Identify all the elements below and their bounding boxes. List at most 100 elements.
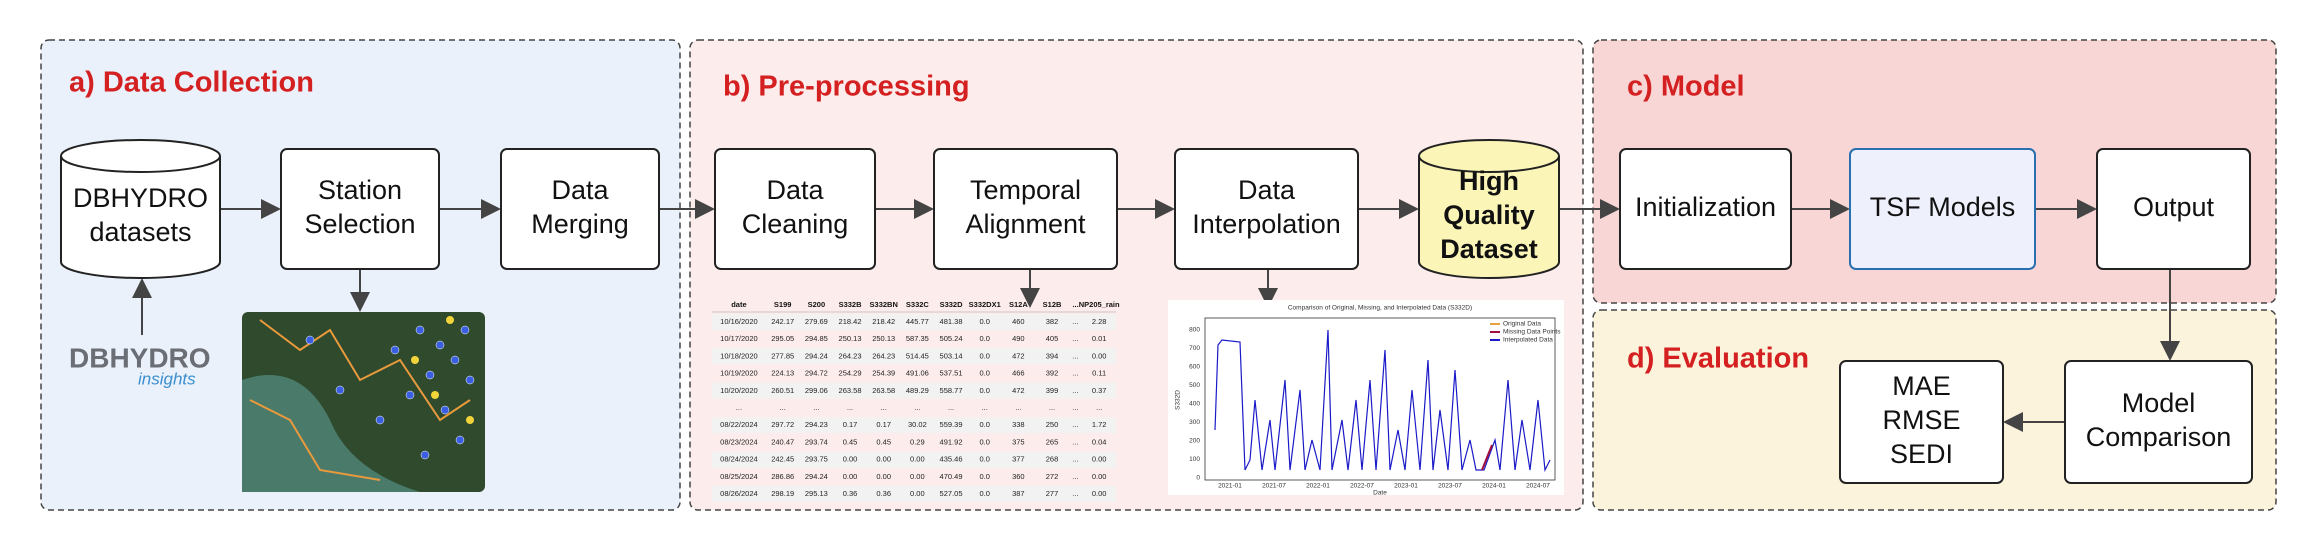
table-cell: 08/24/2024 xyxy=(720,455,758,464)
table-cell: 491.92 xyxy=(940,437,963,446)
y-tick-label: 100 xyxy=(1189,456,1200,463)
table-header: S332C xyxy=(906,300,930,309)
x-tick-label: 2023-01 xyxy=(1394,483,1418,490)
node xyxy=(2064,360,2253,484)
table-cell: 294.24 xyxy=(805,472,828,481)
table-cell: 360 xyxy=(1012,472,1025,481)
table-cell: 0.0 xyxy=(979,472,989,481)
node-label: Merging xyxy=(531,209,629,239)
table-cell: ... xyxy=(1072,369,1078,378)
table-cell: ... xyxy=(1072,386,1078,395)
table-cell: 277.85 xyxy=(771,351,794,360)
table-cell: ... xyxy=(780,403,786,412)
table-header: S332BN xyxy=(870,300,898,309)
table-cell: 08/22/2024 xyxy=(720,420,758,429)
table-cell: 0.17 xyxy=(876,420,891,429)
table-cell: 0.00 xyxy=(1092,472,1107,481)
table-cell: 472 xyxy=(1012,386,1025,395)
node-label: Model xyxy=(2122,388,2196,418)
table-cell: 1.72 xyxy=(1092,420,1107,429)
node xyxy=(2096,148,2251,270)
table-cell: 0.0 xyxy=(979,489,989,498)
table-cell: 0.00 xyxy=(1092,455,1107,464)
table-cell: 08/25/2024 xyxy=(720,472,758,481)
node-rim xyxy=(1418,155,1560,173)
x-tick-label: 2022-07 xyxy=(1350,483,1374,490)
table-cell: 10/17/2020 xyxy=(720,334,758,343)
table-cell: 0.0 xyxy=(979,369,989,378)
table-cell: 242.17 xyxy=(771,317,794,326)
table-cell: 260.51 xyxy=(771,386,794,395)
table-cell: 294.85 xyxy=(805,334,828,343)
node-label: TSF Models xyxy=(1870,192,2016,222)
table-cell: 0.00 xyxy=(843,455,858,464)
y-tick-label: 200 xyxy=(1189,438,1200,445)
table-cell: ... xyxy=(1072,334,1078,343)
table-cell: 299.06 xyxy=(805,386,828,395)
panel-title: c) Model xyxy=(1627,71,1745,103)
y-tick-label: 400 xyxy=(1189,401,1200,408)
table-cell: ... xyxy=(813,403,819,412)
table-cell: 0.0 xyxy=(979,455,989,464)
y-axis-label: S332D xyxy=(1175,390,1182,410)
table-cell: 470.49 xyxy=(940,472,963,481)
node-label: Temporal xyxy=(970,175,1081,205)
table-cell: ... xyxy=(1015,403,1021,412)
table-cell: 218.42 xyxy=(872,317,895,326)
table-cell: 242.45 xyxy=(771,455,794,464)
table-cell: 294.72 xyxy=(805,369,828,378)
legend-label: Original Data xyxy=(1503,321,1541,328)
table-cell: 0.00 xyxy=(843,472,858,481)
table-cell: 405 xyxy=(1046,334,1059,343)
node-label: Quality xyxy=(1443,200,1535,230)
table-cell: ... xyxy=(1072,437,1078,446)
table-cell: 0.0 xyxy=(979,420,989,429)
table-cell: 375 xyxy=(1012,437,1025,446)
table-stripe xyxy=(712,486,1116,502)
x-tick-label: 2021-07 xyxy=(1262,483,1286,490)
table-cell: 0.04 xyxy=(1092,437,1107,446)
table-cell: 0.00 xyxy=(876,455,891,464)
table-cell: 0.0 xyxy=(979,317,989,326)
table-cell: 286.86 xyxy=(771,472,794,481)
table-cell: 10/18/2020 xyxy=(720,351,758,360)
table-cell: ... xyxy=(1072,455,1078,464)
table-cell: 481.38 xyxy=(940,317,963,326)
table-cell: ... xyxy=(914,403,920,412)
panel-title: d) Evaluation xyxy=(1627,343,1809,375)
node-label: Data xyxy=(551,175,609,205)
table-cell: 0.36 xyxy=(876,489,891,498)
table-cell: 0.0 xyxy=(979,386,989,395)
logo-main: DBHYDRO xyxy=(69,342,211,373)
table-cell: ... xyxy=(881,403,887,412)
table-cell: 0.00 xyxy=(910,472,925,481)
table-cell: 10/19/2020 xyxy=(720,369,758,378)
table-cell: 394 xyxy=(1046,351,1059,360)
table-cell: 250 xyxy=(1046,420,1059,429)
table-cell: 240.47 xyxy=(771,437,794,446)
table-stripe xyxy=(712,348,1116,365)
table-cell: 0.45 xyxy=(876,437,891,446)
logo-sub: insights xyxy=(138,369,196,388)
node-label: Alignment xyxy=(965,209,1086,239)
table-cell: 0.45 xyxy=(843,437,858,446)
node xyxy=(1839,360,2004,484)
panel-title: b) Pre-processing xyxy=(723,71,970,103)
node-label: Station xyxy=(318,175,402,205)
table-cell: 558.77 xyxy=(940,386,963,395)
table-cell: 0.0 xyxy=(979,351,989,360)
x-tick-label: 2023-07 xyxy=(1438,483,1462,490)
station-map xyxy=(242,312,485,492)
table-header: NP205_rain xyxy=(1079,300,1120,309)
table-cell: ... xyxy=(1096,403,1102,412)
table-stripe xyxy=(712,451,1116,468)
y-tick-label: 600 xyxy=(1189,364,1200,371)
table-cell: 30.02 xyxy=(908,420,927,429)
table-cell: 268 xyxy=(1046,455,1059,464)
table-cell: 263.58 xyxy=(872,386,895,395)
table-cell: 295.05 xyxy=(771,334,794,343)
table-cell: 264.23 xyxy=(839,351,862,360)
table-cell: 0.0 xyxy=(979,437,989,446)
node-label: RMSE xyxy=(1882,405,1960,435)
table-cell: 297.72 xyxy=(771,420,794,429)
